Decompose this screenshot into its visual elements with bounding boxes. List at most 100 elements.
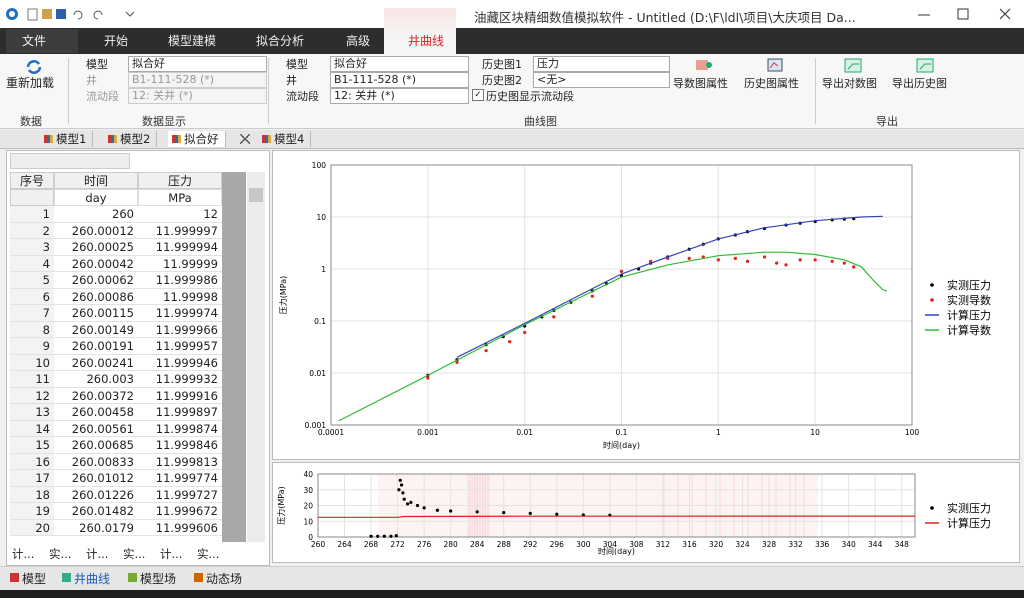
group-sep	[68, 58, 69, 124]
data-point	[409, 501, 412, 504]
group-sep	[268, 58, 269, 124]
table-cell: 260.00012	[54, 223, 138, 240]
model-combo[interactable]: 拟合好	[128, 56, 267, 72]
sub-tab[interactable]: 计...	[12, 546, 34, 562]
sub-tab[interactable]: 实...	[197, 546, 219, 562]
legend-label: 计算压力	[947, 516, 991, 530]
x-tick-label: 348	[895, 540, 910, 549]
table-cell: 260.00062	[54, 272, 138, 289]
scroll-thumb[interactable]	[249, 188, 263, 202]
data-point	[508, 340, 511, 343]
segment-combo[interactable]: 12: 关井 (*)	[330, 88, 469, 104]
menu-tab[interactable]: 模型建模	[160, 30, 224, 52]
history-props-button[interactable]: 历史图属性	[744, 75, 799, 91]
table-cell: 11.999897	[138, 404, 222, 421]
data-point	[476, 510, 479, 513]
log-log-chart: 0.00010.0010.010.11101000.0010.010.11101…	[272, 150, 1020, 460]
menu-tab[interactable]: 高级	[338, 30, 378, 52]
status-tab[interactable]: 井曲线	[74, 570, 110, 587]
x-tick-label: 328	[762, 540, 777, 549]
data-point	[555, 513, 558, 516]
export-history-button[interactable]: 导出历史图	[892, 75, 947, 91]
doc-tab-icon	[44, 135, 53, 143]
data-point	[529, 512, 532, 515]
menu-tab[interactable]: 文件	[14, 30, 54, 52]
export-log-button[interactable]: 导出对数图	[822, 75, 877, 91]
x-axis-label: 时间(day)	[598, 546, 635, 556]
table-cell: 9	[10, 338, 54, 355]
status-tab-icon	[194, 573, 203, 582]
legend-swatch	[930, 506, 934, 510]
table-cell: 5	[10, 272, 54, 289]
table-cell: 260.00191	[54, 338, 138, 355]
y-axis-label: 压力(MPa)	[276, 486, 286, 525]
table-cell: 11.999957	[138, 338, 222, 355]
export-icons	[840, 56, 940, 76]
history2-combo[interactable]: <无>	[533, 72, 670, 88]
data-point	[852, 265, 855, 268]
menu-tab[interactable]: 拟合分析	[248, 30, 312, 52]
scrollbar[interactable]	[247, 172, 265, 542]
group-label: 数据显示	[142, 113, 186, 129]
legend-label: 实测压力	[947, 501, 991, 515]
data-point	[376, 535, 379, 538]
x-tick-label: 316	[682, 540, 697, 549]
well-combo[interactable]: B1-111-528 (*)	[330, 72, 469, 88]
y-tick-label: 1	[321, 265, 326, 274]
segment-combo: 12: 关井 (*)	[128, 88, 267, 104]
sub-tab[interactable]: 计...	[86, 546, 108, 562]
data-point	[688, 257, 691, 260]
tab-close[interactable]	[240, 134, 250, 144]
corner-cell	[10, 189, 54, 206]
table-cell: 260.0179	[54, 520, 138, 537]
table-cell: 260.00685	[54, 437, 138, 454]
x-tick-label: 272	[390, 540, 405, 549]
table-cell: 11.999974	[138, 305, 222, 322]
data-point	[395, 534, 398, 537]
x-tick-label: 268	[364, 540, 379, 549]
x-tick-label: 292	[523, 540, 538, 549]
table-cell: 11.999986	[138, 272, 222, 289]
derivative-props-button[interactable]: 导数图属性	[673, 75, 728, 91]
x-tick-label: 340	[842, 540, 857, 549]
menu-tab[interactable]: 开始	[96, 30, 136, 52]
x-axis-label: 时间(day)	[603, 440, 640, 450]
status-tab[interactable]: 模型场	[140, 570, 176, 587]
table-selector[interactable]	[10, 153, 130, 169]
history-chart: 2602642682722762802842882922963003043083…	[272, 462, 1020, 563]
field-label: 历史图2	[482, 72, 522, 88]
table-cell: 260.003	[54, 371, 138, 388]
table-cell: 260	[54, 206, 138, 223]
window-title: 油藏区块精细数值模拟软件 - Untitled (D:\F\ldl\项目\大庆项…	[474, 7, 856, 26]
data-point	[406, 502, 409, 505]
sub-tab[interactable]: 实...	[123, 546, 145, 562]
column-unit: MPa	[138, 189, 222, 206]
history1-combo[interactable]: 压力	[533, 56, 670, 72]
status-tab[interactable]: 动态场	[206, 570, 242, 587]
group-label: 数据	[20, 113, 42, 129]
table-cell: 1	[10, 206, 54, 223]
table-cell: 6	[10, 289, 54, 306]
status-tab[interactable]: 模型	[22, 570, 46, 587]
checkbox[interactable]: ✓	[472, 89, 484, 101]
doc-tab-icon	[262, 135, 271, 143]
bottom-frame	[0, 590, 1024, 598]
group-label: 曲线图	[524, 113, 557, 129]
data-point	[369, 535, 372, 538]
reload-button[interactable]: 重新加载	[6, 74, 54, 91]
chart-frame	[273, 151, 1020, 460]
model-combo[interactable]: 拟合好	[330, 56, 469, 72]
field-label: 井	[86, 72, 97, 88]
legend-swatch	[930, 283, 934, 287]
window-controls[interactable]	[900, 6, 1020, 22]
data-point	[620, 270, 623, 273]
x-tick-label: 332	[788, 540, 803, 549]
props-icons	[694, 56, 814, 76]
menu-tab[interactable]: 井曲线	[400, 30, 452, 52]
table-cell: 260.00086	[54, 289, 138, 306]
data-point	[784, 263, 787, 266]
y-axis-label: 压力(MPa)	[278, 276, 288, 315]
sub-tab[interactable]: 计...	[160, 546, 182, 562]
data-point	[734, 257, 737, 260]
sub-tab[interactable]: 实...	[49, 546, 71, 562]
